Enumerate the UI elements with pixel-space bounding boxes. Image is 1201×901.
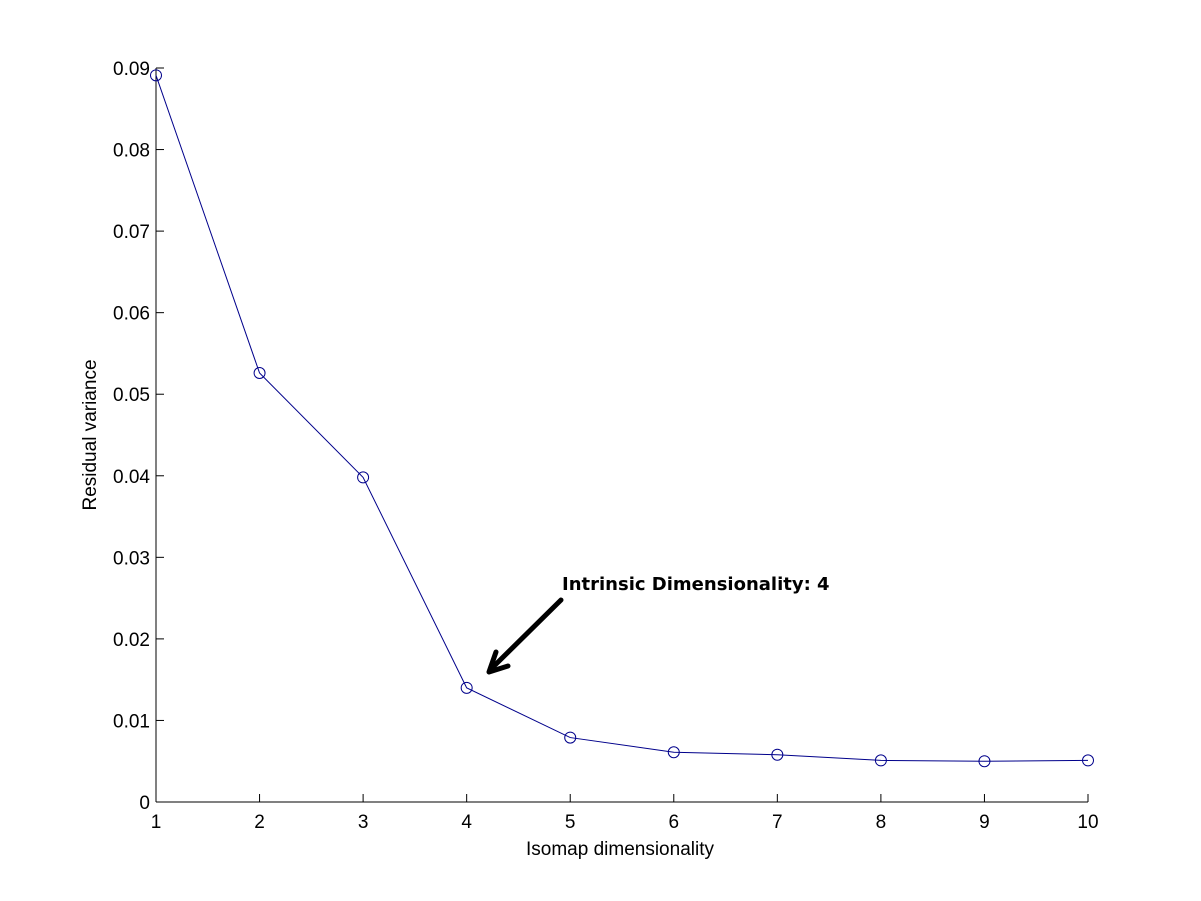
y-tick-label: 0.04 xyxy=(113,467,150,488)
data-point xyxy=(357,471,370,484)
y-tick-label: 0.03 xyxy=(113,548,150,569)
annotation-layer: Intrinsic Dimensionality: 4 xyxy=(486,574,830,675)
x-tick-label: 4 xyxy=(461,812,472,833)
axes: 1 2 3 4 5 6 7 8 9 10 0 0.01 0.02 0.03 0.04 0.05 0.06 0.07… xyxy=(113,59,1099,833)
y-tick-label: 0.06 xyxy=(113,304,150,325)
annotation-label: Intrinsic Dimensionality: 4 xyxy=(562,574,830,595)
x-tick-label: 1 xyxy=(151,812,162,833)
data-point xyxy=(253,367,266,380)
x-tick-label: 10 xyxy=(1077,812,1098,833)
series-line xyxy=(155,75,1089,762)
annotation-arrow-head xyxy=(486,649,511,675)
x-tick-label: 3 xyxy=(358,812,369,833)
data-point xyxy=(1082,754,1094,767)
x-tick-label: 9 xyxy=(979,812,990,833)
y-tick-label: 0.08 xyxy=(113,141,150,162)
data-point xyxy=(667,746,680,759)
x-axis-title: Isomap dimensionality xyxy=(526,839,714,860)
x-tick-label: 5 xyxy=(565,812,576,833)
y-tick-label: 0.01 xyxy=(113,711,150,732)
data-point xyxy=(874,754,887,767)
data-point xyxy=(150,69,162,82)
x-tick-label: 2 xyxy=(254,812,265,833)
y-tick-label: 0.02 xyxy=(113,630,150,651)
series-layer xyxy=(150,69,1094,768)
data-point xyxy=(460,681,473,694)
y-tick-label: 0.09 xyxy=(113,59,150,80)
annotation-arrow-shaft xyxy=(489,597,564,671)
data-point xyxy=(978,755,991,768)
data-point xyxy=(771,748,784,761)
y-tick-label: 0.07 xyxy=(113,222,150,243)
y-tick-label: 0 xyxy=(139,793,150,814)
y-tick-label: 0.05 xyxy=(113,385,150,406)
x-tick-label: 6 xyxy=(668,812,679,833)
plot-area xyxy=(156,68,1088,802)
x-tick-label: 8 xyxy=(876,812,887,833)
y-axis-title: Residual variance xyxy=(80,359,101,510)
data-point xyxy=(564,731,577,744)
x-tick-label: 7 xyxy=(772,812,783,833)
